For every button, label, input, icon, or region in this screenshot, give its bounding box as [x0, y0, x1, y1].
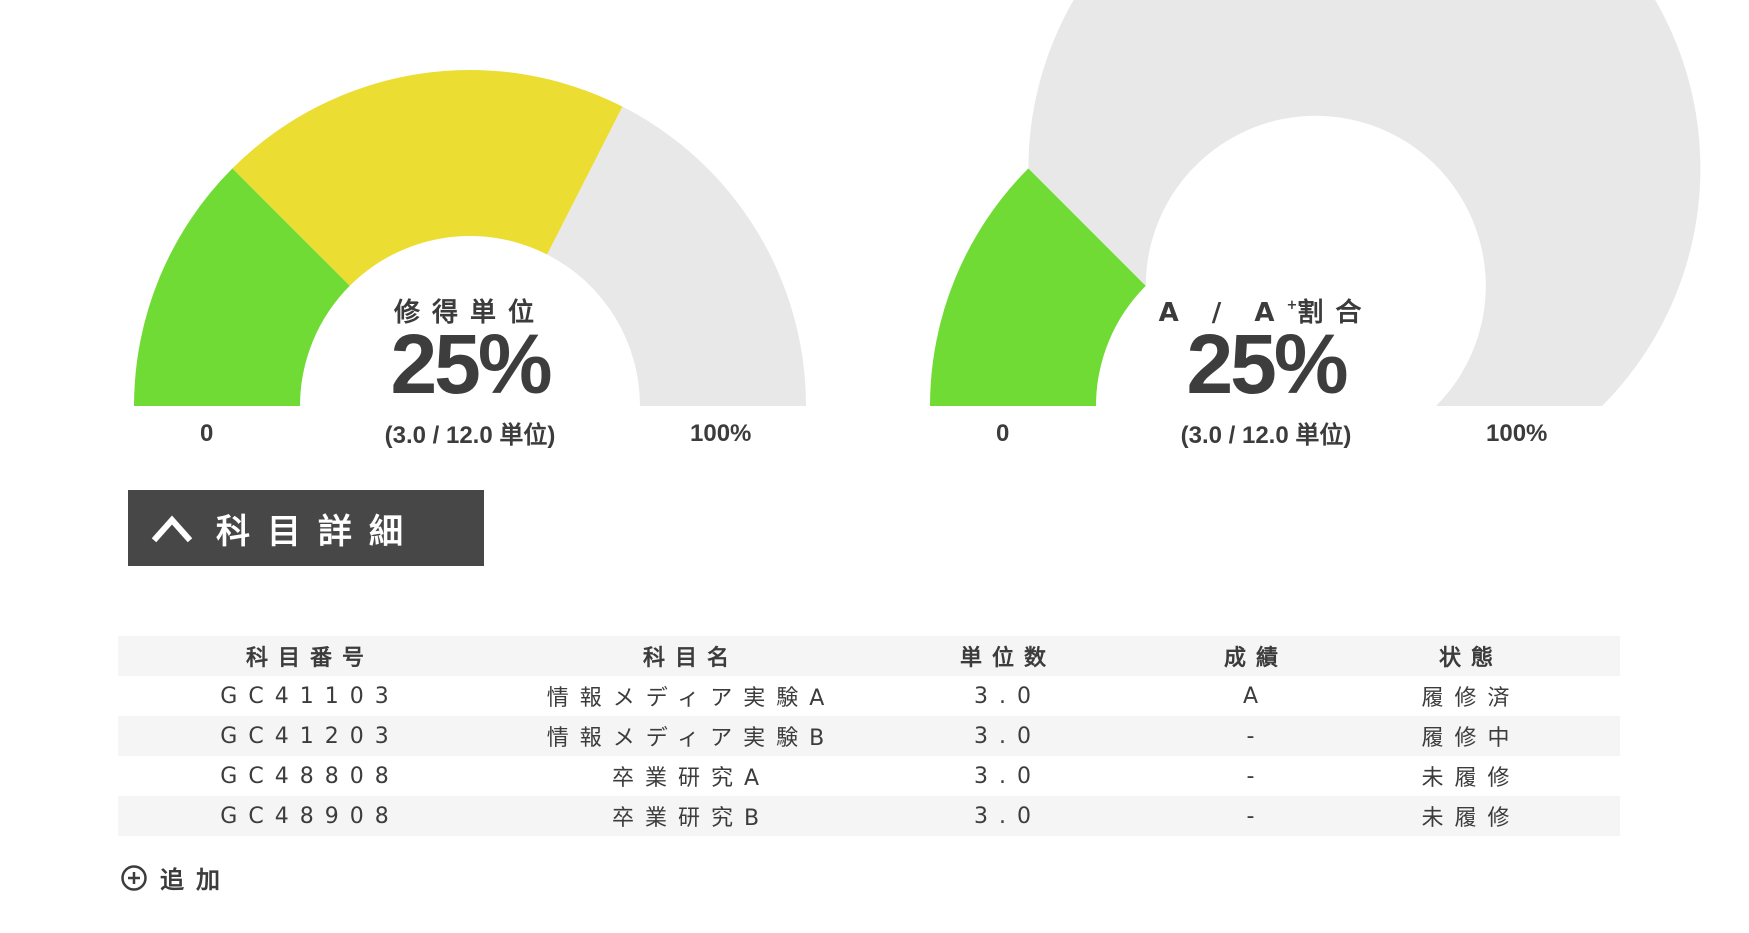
course-name-cell: 情報メディア実験A: [546, 686, 836, 711]
grade-cell: A: [1242, 683, 1270, 709]
course-code-cell: GC41103: [220, 683, 400, 709]
add-course-label: 追加: [160, 866, 232, 894]
plus-circle-icon: [121, 864, 147, 891]
header-status: 状態: [1438, 646, 1503, 671]
course-name-cell: 情報メディア実験B: [546, 726, 836, 751]
add-course-button[interactable]: 追加: [120, 860, 232, 895]
course-code-cell: GC48908: [220, 803, 400, 829]
a-ratio-gauge: A / A+割合 25% (3.0 / 12.0 単位) 0 100%: [874, 0, 1749, 470]
course-code-cell: GC41203: [220, 723, 400, 749]
gauge-segment: [547, 106, 806, 406]
table-row[interactable]: GC41203 情報メディア実験B 3.0 - 履修中: [118, 716, 1620, 756]
table-row[interactable]: GC48908 卒業研究B 3.0 - 未履修: [118, 796, 1620, 836]
gauge-segment: [930, 168, 1146, 406]
grade-cell: -: [1246, 803, 1266, 829]
course-code-cell: GC48808: [220, 763, 400, 789]
header-course-name: 科目名: [642, 646, 739, 671]
credits-cell: 3.0: [974, 803, 1042, 829]
credits-gauge-min-label: 0: [200, 420, 214, 447]
table-row[interactable]: GC48808 卒業研究A 3.0 - 未履修: [118, 756, 1620, 796]
course-details-toggle[interactable]: 科目詳細: [128, 490, 484, 566]
a-ratio-gauge-max-label: 100%: [1486, 420, 1548, 447]
gauge-segment: [232, 70, 623, 286]
a-ratio-gauge-title: A / A+割合: [1158, 298, 1374, 328]
grade-cell: -: [1246, 763, 1266, 789]
a-ratio-gauge-percent: 25%: [1186, 317, 1348, 411]
header-grade: 成績: [1223, 646, 1288, 671]
a-ratio-gauge-min-label: 0: [996, 420, 1010, 447]
status-cell: 履修中: [1421, 726, 1521, 751]
status-cell: 未履修: [1421, 766, 1521, 791]
credits-gauge-chart: [134, 70, 806, 406]
status-cell: 未履修: [1421, 806, 1521, 831]
credits-gauge-detail: (3.0 / 12.0 単位): [384, 422, 556, 449]
credits-cell: 3.0: [974, 683, 1042, 709]
credits-gauge-percent: 25%: [390, 317, 552, 411]
table-header-row: 科目番号 科目名 単位数 成績 状態: [118, 636, 1620, 676]
table-row[interactable]: GC41103 情報メディア実験A 3.0 A 履修済: [118, 676, 1620, 716]
gauge-segment: [1028, 0, 1701, 406]
header-course-code: 科目番号: [245, 646, 374, 671]
course-details-label: 科目詳細: [216, 511, 420, 552]
header-credits: 単位数: [959, 646, 1056, 671]
credits-gauge-max-label: 100%: [690, 420, 752, 447]
credits-gauge: 修得単位 25% (3.0 / 12.0 単位) 0 100%: [0, 0, 874, 470]
credits-gauge-title: 修得単位: [393, 298, 546, 328]
credits-cell: 3.0: [974, 763, 1042, 789]
grade-cell: -: [1246, 723, 1266, 749]
a-ratio-gauge-detail: (3.0 / 12.0 単位): [1180, 422, 1352, 449]
gauge-segment: [134, 168, 350, 406]
chevron-up-icon: [151, 515, 193, 543]
course-name-cell: 卒業研究B: [611, 806, 771, 831]
credits-cell: 3.0: [974, 723, 1042, 749]
a-ratio-gauge-chart: [930, 0, 1701, 406]
status-cell: 履修済: [1421, 686, 1521, 711]
course-table: 科目番号 科目名 単位数 成績 状態 GC41103 情報メディア実験A 3.0…: [118, 636, 1620, 836]
course-name-cell: 卒業研究A: [611, 766, 771, 791]
